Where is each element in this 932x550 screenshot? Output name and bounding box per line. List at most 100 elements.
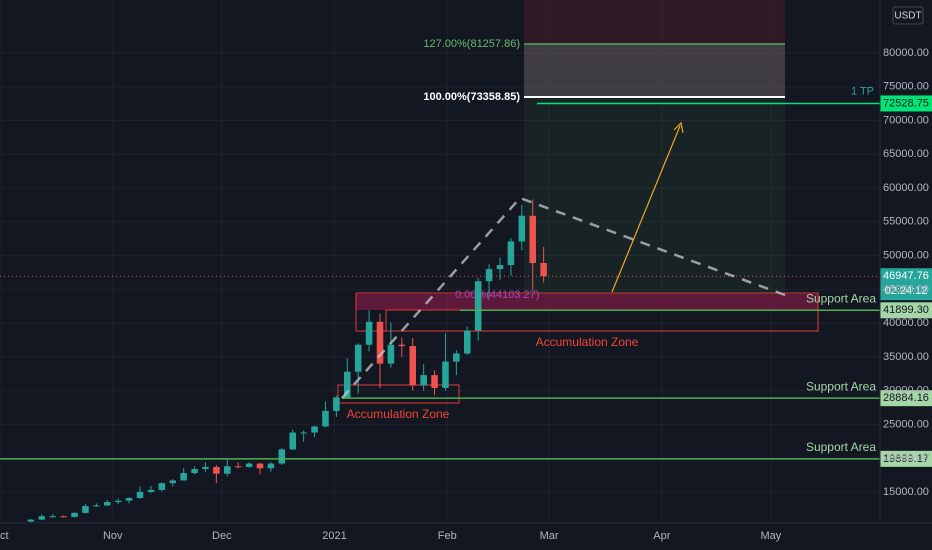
candle-body — [398, 344, 406, 347]
candle-body — [49, 516, 56, 518]
candle-body — [485, 269, 493, 282]
currency-box — [892, 6, 924, 25]
candle-body — [191, 468, 198, 474]
price-tag — [880, 390, 932, 407]
candle-body — [82, 506, 89, 513]
y-tick-label: 80000.00 — [883, 47, 929, 59]
candle-body — [136, 491, 144, 499]
levels: Support Area 41899.30 Support Area 28884.16… — [0, 85, 932, 467]
y-tick-label: 25000.00 — [883, 418, 929, 430]
candle-body — [60, 516, 67, 518]
currency: USDT — [894, 11, 921, 22]
candle-body — [431, 375, 438, 388]
candle-body — [365, 321, 373, 345]
axis-labels: 15000.00 20000.00 25000.00 30000.00 35000.00… — [0, 47, 929, 542]
x-tick-label: 2021 — [322, 530, 346, 542]
zone-label: Accumulation Zone — [347, 407, 450, 421]
price-tag-label: 72528.75 — [883, 97, 929, 109]
candle-body — [376, 321, 384, 364]
y-tick-label: 45000.00 — [883, 283, 929, 295]
zone-fill — [356, 294, 818, 310]
y-tick-label: 55000.00 — [883, 216, 929, 228]
candle-body — [114, 500, 122, 503]
price-tag — [880, 302, 932, 319]
fib-label: 100.00%(73358.85) — [423, 91, 520, 103]
candle-body — [420, 375, 427, 386]
price-tag-label: 41899.30 — [883, 304, 929, 316]
zone-label: Accumulation Zone — [536, 335, 639, 349]
candle-body — [540, 263, 547, 277]
fib-zone — [524, 44, 785, 97]
y-tick-label: 75000.00 — [883, 81, 929, 93]
y-tick-label: 70000.00 — [883, 114, 929, 126]
candle-body — [496, 265, 504, 270]
tp-label: 1 TP — [851, 85, 874, 97]
y-tick-label: 30000.00 — [883, 385, 929, 397]
candle-body — [71, 512, 78, 517]
candles — [27, 199, 547, 523]
countdown: 02:24:12 — [885, 285, 928, 297]
x-tick-label: Nov — [103, 530, 123, 542]
price-tag-label: 46947.76 — [883, 270, 929, 282]
candle-body — [169, 480, 176, 484]
trend-path — [341, 196, 786, 399]
x-tick-label: Apr — [653, 530, 670, 542]
candle-body — [27, 519, 35, 522]
x-tick-label: Oct — [0, 530, 9, 542]
candle-body — [300, 432, 307, 434]
candle-body — [311, 426, 318, 433]
candle-body — [354, 344, 362, 372]
grid — [0, 0, 880, 523]
candle-body — [38, 516, 46, 520]
candle-body — [202, 466, 209, 469]
y-tick-label: 35000.00 — [883, 351, 929, 363]
candle-body — [180, 473, 187, 481]
candle-body — [147, 489, 155, 492]
y-tick-label: 15000.00 — [883, 486, 929, 498]
candle-body — [507, 241, 515, 266]
candle-body — [158, 483, 166, 490]
support-label: Support Area — [806, 291, 876, 305]
arrow — [611, 125, 681, 293]
x-tick-label: Dec — [212, 530, 232, 542]
candle-body — [256, 463, 264, 469]
risk-zone — [524, 0, 785, 44]
candle-body — [245, 463, 253, 467]
candle-body — [224, 466, 231, 474]
candle-body — [333, 397, 340, 411]
profit-zone — [524, 97, 785, 295]
candle-body — [442, 361, 449, 388]
candle-body — [125, 498, 133, 501]
candle-body — [322, 410, 329, 427]
x-tick-label: Mar — [540, 530, 559, 542]
fib-label: 0.00%(44103.27) — [455, 289, 539, 301]
price-tag — [880, 268, 932, 301]
candle-body — [409, 346, 416, 386]
candle-body — [267, 463, 275, 469]
candle-body — [234, 466, 242, 468]
candle-body — [213, 466, 220, 474]
price-tag — [880, 450, 932, 467]
y-tick-label: 65000.00 — [883, 148, 929, 160]
candle-body — [464, 330, 471, 354]
arrow-head — [673, 121, 684, 134]
candle-body — [529, 215, 536, 264]
candle-body — [387, 344, 395, 364]
candle-body — [474, 281, 482, 331]
candle-body — [453, 353, 460, 362]
x-tick-label: Feb — [438, 530, 457, 542]
x-tick-label: May — [761, 530, 782, 542]
y-tick-label: 20000.00 — [883, 452, 929, 464]
y-tick-label: 40000.00 — [883, 317, 929, 329]
candle-body — [518, 215, 526, 242]
fib-label: 127.00%(81257.86) — [423, 38, 520, 50]
y-tick-label: 60000.00 — [883, 182, 929, 194]
candle-body — [344, 371, 351, 398]
candle-body — [93, 505, 100, 507]
price-tag-label: 19899.17 — [883, 453, 929, 465]
y-tick-label: 50000.00 — [883, 249, 929, 261]
support-label: Support Area — [806, 379, 876, 393]
